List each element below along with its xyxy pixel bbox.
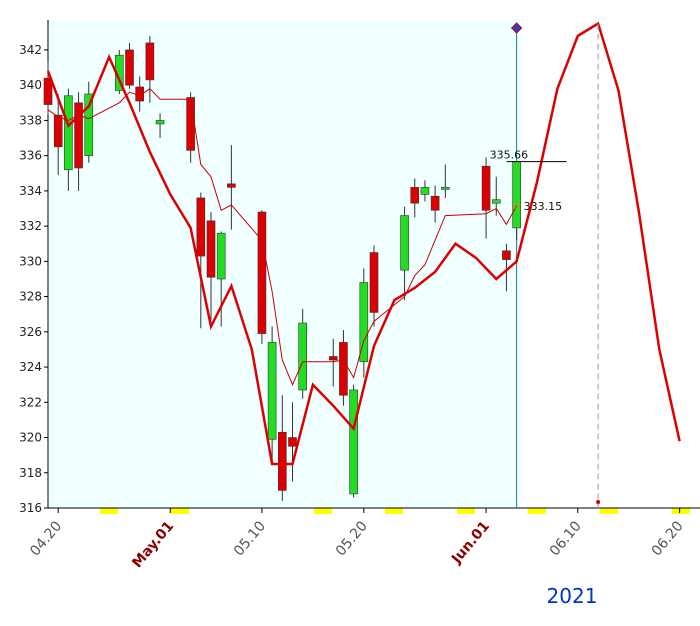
candle-body (339, 342, 348, 396)
candle-body (74, 102, 83, 169)
x-tick-label: 06.10 (547, 518, 585, 559)
candle-body (53, 114, 63, 148)
x-tick-label: May.01 (129, 518, 177, 571)
x-tick-label: Jun.01 (448, 518, 493, 567)
x-tick-label: 06.20 (649, 518, 687, 559)
y-tick-label: 342 (19, 43, 42, 57)
candle-body (43, 77, 53, 105)
candle-body (502, 250, 511, 260)
candle-body (125, 49, 134, 86)
candle-body (186, 97, 195, 151)
candle-body (64, 95, 73, 171)
candle-body (257, 211, 267, 334)
candle-body (369, 252, 379, 313)
ma-point (513, 202, 520, 209)
candle-body (410, 187, 420, 204)
candle-body (267, 342, 277, 440)
x-tick-label: 05.20 (333, 518, 371, 559)
candle-body (206, 220, 216, 278)
y-tick-label: 324 (19, 360, 42, 374)
candle-body (145, 42, 155, 81)
candle-body (227, 183, 236, 188)
candle-body (328, 356, 338, 361)
y-tick-label: 322 (19, 395, 42, 409)
candle-body (491, 199, 501, 204)
y-tick-label: 316 (19, 501, 42, 515)
candle-body (359, 282, 369, 363)
price-line (47, 88, 518, 386)
candle-body (298, 322, 307, 391)
ma-label: 333.15 (524, 200, 563, 213)
weekend-markers (100, 508, 690, 514)
y-tick-label: 338 (19, 113, 42, 127)
y-tick-label: 326 (19, 325, 42, 339)
y-tick-label: 332 (19, 219, 42, 233)
y-tick-label: 336 (19, 149, 42, 163)
y-tick-label: 334 (19, 184, 42, 198)
candle-body (441, 187, 450, 190)
candle-body (155, 120, 165, 125)
y-tick-label: 330 (19, 254, 42, 268)
x-tick-label: 05.10 (231, 518, 269, 559)
candle-body (288, 437, 297, 447)
year-label: 2021 (547, 584, 598, 608)
candle-body (481, 165, 491, 211)
y-tick-label: 318 (19, 466, 42, 480)
y-tick-label: 340 (19, 78, 42, 92)
y-tick-label: 320 (19, 431, 42, 445)
price-line (46, 21, 681, 466)
candle-body (278, 431, 287, 491)
candle-body (420, 187, 430, 195)
candle-body (196, 197, 206, 257)
close-label: 335.66 (490, 149, 529, 162)
peak-dot (596, 500, 601, 504)
candle-body (430, 195, 440, 211)
candle-body (349, 389, 358, 495)
candle-body (512, 161, 521, 229)
candle-body (216, 232, 226, 280)
candle-body (84, 93, 94, 156)
candle-body (400, 215, 409, 271)
y-tick-label: 328 (19, 290, 42, 304)
today-marker (510, 22, 523, 34)
x-tick-label: 04.20 (27, 518, 65, 559)
